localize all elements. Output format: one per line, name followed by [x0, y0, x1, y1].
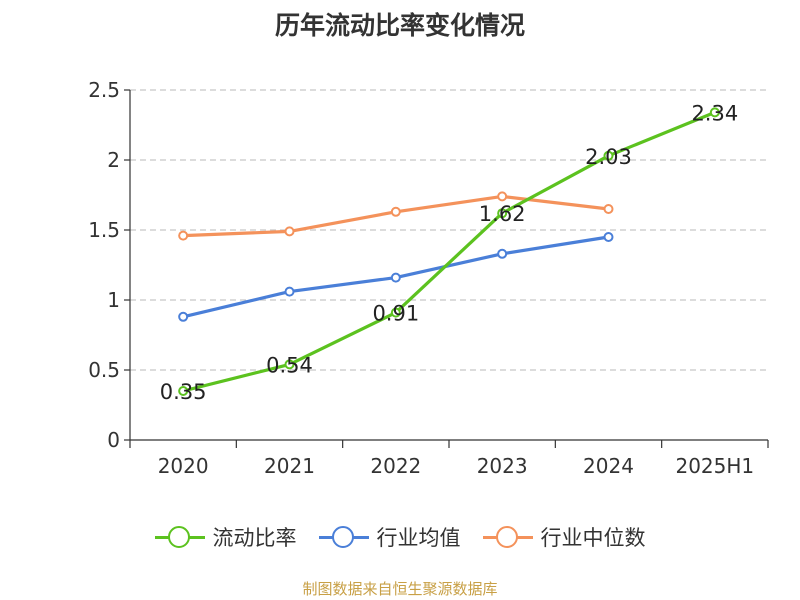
data-label: 0.91: [372, 302, 419, 326]
legend-marker-icon: [482, 525, 533, 549]
x-tick-label: 2022: [370, 454, 421, 478]
x-tick-label: 2025H1: [675, 454, 754, 478]
data-point: [284, 359, 295, 370]
y-tick-label: 1.5: [88, 218, 120, 242]
series-line: [181, 110, 717, 393]
data-point: [603, 232, 614, 242]
legend-item[interactable]: 行业中位数: [482, 522, 646, 552]
x-tick-label: 2024: [583, 454, 634, 478]
x-tick-label: 2020: [158, 454, 209, 478]
data-point: [603, 150, 614, 161]
chart-title: 历年流动比率变化情况: [274, 11, 525, 40]
data-point: [603, 204, 614, 214]
data-point: [390, 206, 401, 217]
chart-legend: 流动比率 行业均值 行业中位数: [0, 519, 800, 555]
data-label: 0.54: [266, 353, 313, 377]
data-point: [284, 286, 295, 297]
data-label: 2.03: [585, 145, 632, 169]
data-source-note: 制图数据来自恒生聚源数据库: [302, 580, 498, 598]
x-tick-label: 2023: [477, 454, 528, 478]
data-label: 1.62: [479, 202, 526, 226]
legend-label: 行业均值: [376, 526, 461, 550]
legend-marker-icon: [318, 525, 369, 549]
x-tick-label: 2021: [264, 454, 315, 478]
data-point: [178, 311, 189, 322]
y-tick-label: 1: [107, 288, 120, 312]
data-point: [497, 191, 508, 202]
data-point: [178, 386, 189, 396]
data-point: [497, 208, 508, 219]
data-point: [178, 230, 189, 241]
legend-marker-icon: [154, 525, 205, 549]
data-point: [284, 226, 295, 237]
legend-label: 流动比率: [212, 526, 297, 550]
legend-label: 行业中位数: [540, 526, 646, 550]
y-tick-label: 0: [107, 428, 120, 452]
data-point: [390, 307, 401, 318]
y-tick-label: 2: [107, 148, 120, 172]
data-point: [709, 107, 720, 118]
data-point: [497, 248, 508, 259]
y-tick-label: 2.5: [88, 78, 120, 102]
data-label: 2.34: [691, 101, 738, 125]
legend-item[interactable]: 流动比率: [154, 522, 297, 552]
data-label: 0.35: [160, 380, 207, 404]
y-tick-label: 0.5: [88, 358, 120, 382]
legend-item[interactable]: 行业均值: [318, 522, 461, 552]
data-point: [390, 272, 401, 283]
